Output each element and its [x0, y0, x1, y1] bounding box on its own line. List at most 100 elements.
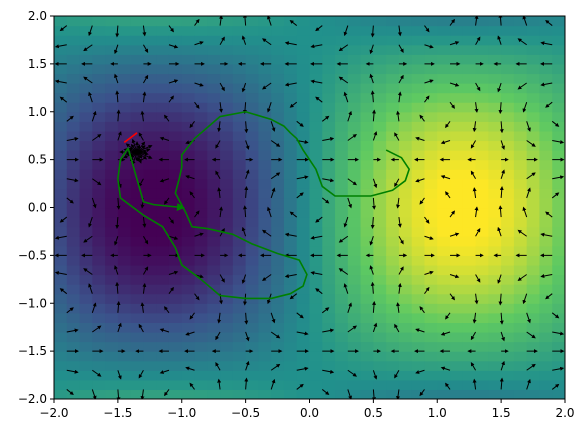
heatmap-cell: [245, 35, 259, 46]
heatmap-cell: [539, 255, 553, 266]
heatmap-cell: [194, 312, 208, 323]
heatmap-cell: [296, 54, 311, 65]
heatmap-cell: [194, 245, 208, 256]
heatmap-cell: [130, 322, 145, 333]
heatmap-cell: [296, 245, 311, 256]
heatmap-cell: [117, 35, 132, 46]
heatmap-cell: [194, 111, 208, 122]
heatmap-cell: [539, 130, 553, 142]
heatmap-cell: [513, 16, 528, 27]
heatmap-cell: [437, 35, 451, 46]
quiver-arrow: [517, 229, 527, 237]
quiver-arrow: [338, 44, 349, 52]
heatmap-cell: [271, 236, 285, 247]
heatmap-cell: [552, 207, 565, 218]
heatmap-cell: [513, 379, 528, 391]
heatmap-cell: [258, 207, 272, 218]
heatmap-cell: [386, 264, 400, 276]
heatmap-cell: [207, 360, 221, 371]
heatmap-cell: [475, 303, 489, 314]
quiver-arrow: [142, 266, 149, 275]
heatmap-cell: [207, 351, 221, 362]
heatmap-cell: [66, 303, 81, 314]
heatmap-cell: [54, 370, 68, 381]
heatmap-cell: [386, 379, 400, 391]
heatmap-cell: [105, 54, 119, 65]
heatmap-cell: [513, 92, 528, 103]
quiver-arrow: [398, 266, 404, 275]
quiver-arrow: [338, 268, 349, 275]
heatmap-cell: [207, 293, 221, 304]
heatmap-cell: [552, 217, 565, 228]
heatmap-cell: [373, 73, 387, 84]
heatmap-cell: [130, 264, 145, 276]
heatmap-cell: [411, 207, 426, 218]
heatmap-cell: [475, 207, 489, 218]
heatmap-cell: [360, 245, 374, 256]
quiver-arrow: [545, 211, 553, 218]
heatmap-cell: [539, 178, 553, 189]
quiver-arrow: [398, 235, 404, 245]
heatmap-cell: [322, 178, 336, 189]
heatmap-cell: [373, 341, 387, 352]
heatmap-cell: [322, 16, 336, 27]
quiver-arrow: [424, 25, 430, 33]
heatmap-cell: [258, 73, 272, 84]
heatmap-cell: [488, 111, 502, 122]
heatmap-cell: [258, 379, 272, 391]
heatmap-cell: [117, 73, 132, 84]
heatmap-cell: [552, 159, 565, 170]
heatmap-cell: [220, 331, 234, 343]
heatmap-cell: [168, 159, 183, 170]
quiver-arrow: [497, 226, 502, 237]
heatmap-cell: [424, 274, 438, 285]
quiver-arrow: [54, 271, 67, 276]
heatmap-cell: [475, 130, 489, 142]
quiver-arrow: [116, 109, 121, 122]
quiver-arrow: [475, 227, 481, 237]
heatmap-cell: [245, 226, 259, 237]
heatmap-cell: [143, 150, 157, 161]
heatmap-cell: [437, 188, 451, 199]
heatmap-cell: [386, 25, 400, 36]
heatmap-cell: [398, 236, 413, 247]
heatmap-cell: [360, 255, 374, 266]
heatmap-cell: [539, 303, 553, 314]
heatmap-cell: [437, 370, 451, 381]
heatmap-cell: [130, 130, 145, 142]
heatmap-cell: [386, 284, 400, 295]
heatmap-cell: [92, 245, 106, 256]
heatmap-cell: [130, 217, 145, 228]
heatmap-cell: [283, 44, 298, 55]
x-tick-label: −2.0: [39, 406, 68, 420]
quiver-arrow: [372, 370, 378, 380]
heatmap-cell: [475, 360, 489, 371]
heatmap-cell: [130, 226, 145, 237]
heatmap-cell: [501, 44, 515, 55]
heatmap-cell: [552, 331, 565, 343]
heatmap-cell: [488, 389, 502, 399]
heatmap-cell: [552, 73, 565, 84]
quiver-arrow: [163, 114, 170, 122]
heatmap-cell: [66, 236, 81, 247]
heatmap-cell: [143, 111, 157, 122]
heatmap-cell: [360, 360, 374, 371]
heatmap-cell: [54, 102, 68, 113]
heatmap-cell: [220, 121, 234, 132]
heatmap-cell: [513, 54, 528, 65]
heatmap-cell: [271, 245, 285, 256]
heatmap-cell: [207, 54, 221, 65]
x-tick-label: 2.0: [555, 406, 574, 420]
heatmap-cell: [130, 236, 145, 247]
quiver-arrow: [142, 282, 147, 294]
y-tick-label: 1.5: [28, 57, 47, 71]
heatmap-cell: [258, 92, 272, 103]
heatmap-cell: [194, 16, 208, 27]
quiver-arrow: [449, 232, 460, 237]
heatmap-cell: [156, 331, 170, 343]
heatmap-cell: [475, 312, 489, 323]
quiver-arrow: [396, 197, 400, 209]
heatmap-cell: [181, 44, 196, 55]
heatmap-cell: [117, 341, 132, 352]
heatmap-cell: [130, 255, 145, 266]
